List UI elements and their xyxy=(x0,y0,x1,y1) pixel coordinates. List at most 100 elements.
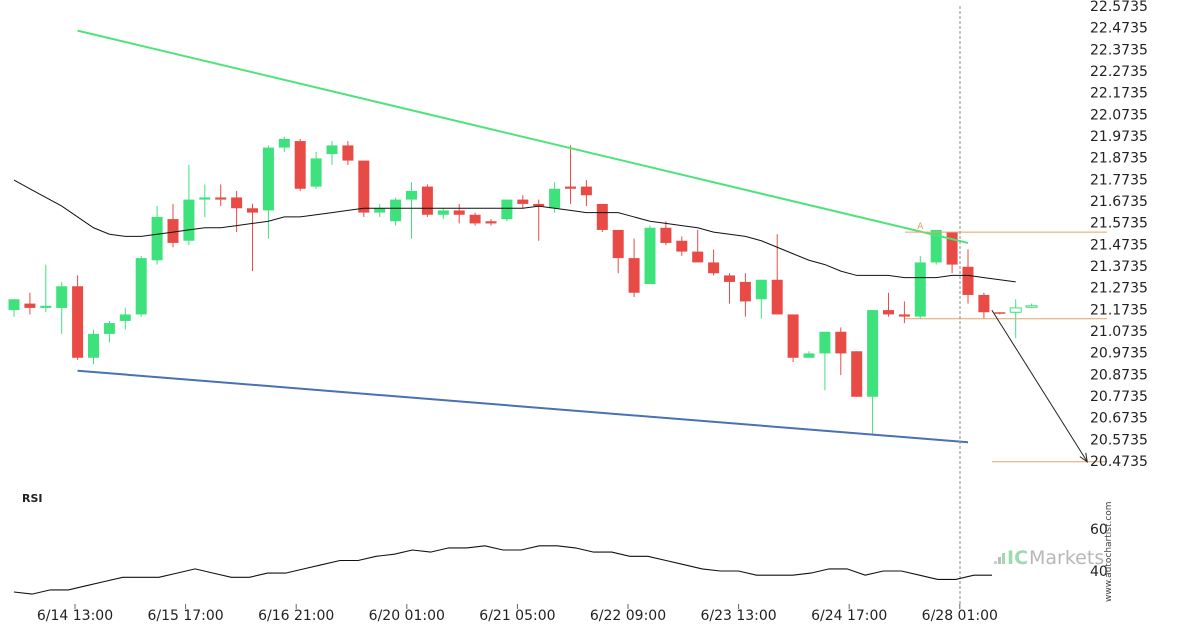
candle xyxy=(501,199,513,222)
y-tick-label: 20.5735 xyxy=(1090,432,1148,448)
candle-body xyxy=(565,186,576,189)
candle-body xyxy=(596,203,608,230)
candle xyxy=(596,203,608,233)
candle-body xyxy=(930,229,942,263)
candle xyxy=(724,273,735,304)
candle xyxy=(803,351,815,358)
candle xyxy=(692,229,704,263)
candle-body xyxy=(739,281,751,302)
forecast-arrow xyxy=(991,309,1088,463)
indicator-lines xyxy=(13,29,1016,444)
candle xyxy=(167,203,179,248)
candle-body xyxy=(771,279,783,315)
brand-logo: IC Markets xyxy=(994,547,1104,569)
candle-body xyxy=(660,227,672,243)
y-tick-label: 20.4735 xyxy=(1090,454,1148,470)
candle-body xyxy=(215,197,227,200)
candle xyxy=(787,314,799,363)
candle-body xyxy=(8,299,20,311)
support-trendline xyxy=(77,369,969,444)
candle-body xyxy=(1009,307,1022,313)
candle-body xyxy=(485,221,497,224)
candle-body xyxy=(262,147,274,211)
time-axis: 6/14 13:00 6/15 17:00 6/16 21:00 6/20 01:00… xyxy=(37,604,998,624)
candle xyxy=(517,195,529,209)
y-tick-label: 21.4735 xyxy=(1090,237,1148,253)
candle-body xyxy=(294,141,306,189)
brand-markets: Markets xyxy=(1029,547,1104,569)
candle-body xyxy=(612,229,624,259)
candle xyxy=(119,307,131,330)
candle xyxy=(215,184,227,207)
candle-body xyxy=(326,145,338,155)
candle xyxy=(485,219,497,226)
y-tick-label: 22.0735 xyxy=(1090,107,1148,123)
y-tick-label: 21.1735 xyxy=(1090,302,1148,318)
candle-body xyxy=(358,160,370,213)
candle xyxy=(374,203,386,217)
rsi-tick-label: 60 xyxy=(1090,522,1108,538)
forecast-arrow-head xyxy=(1079,452,1088,463)
candle xyxy=(262,145,274,239)
candle-body xyxy=(533,203,545,207)
candle xyxy=(72,275,84,360)
candle-body xyxy=(437,210,449,215)
candle xyxy=(962,249,974,304)
candle-body xyxy=(628,258,640,293)
candle-body xyxy=(898,314,910,317)
x-tick-label: 6/22 09:00 xyxy=(590,608,666,624)
y-tick-label: 20.8735 xyxy=(1090,367,1148,383)
candle xyxy=(708,249,720,276)
y-tick-label: 21.7735 xyxy=(1090,172,1148,188)
candle-body xyxy=(40,305,52,308)
candle-body xyxy=(883,310,894,315)
candles-layer xyxy=(8,136,1038,434)
candle-body xyxy=(1025,305,1038,308)
candle-body xyxy=(88,333,99,358)
y-tick-label: 20.6735 xyxy=(1090,411,1148,427)
x-tick-label: 6/14 13:00 xyxy=(37,608,113,624)
resistance-trendline xyxy=(77,29,969,244)
candle-body xyxy=(787,314,799,358)
candle xyxy=(1025,303,1038,308)
candle xyxy=(851,351,863,397)
brand-icon xyxy=(994,553,1005,564)
candle-body xyxy=(151,216,163,261)
y-tick-label: 20.7735 xyxy=(1090,389,1148,405)
candle xyxy=(612,229,624,274)
candle xyxy=(8,299,20,317)
candle xyxy=(978,292,990,319)
candle xyxy=(628,238,640,298)
candle-body xyxy=(517,199,529,204)
x-tick-label: 6/28 01:00 xyxy=(922,608,998,624)
candle-body xyxy=(946,232,958,265)
candle-body xyxy=(978,294,990,313)
candle-body xyxy=(962,266,974,295)
candle xyxy=(88,329,99,365)
candle xyxy=(469,212,481,226)
rsi-label: RSI xyxy=(22,492,43,505)
candle-body xyxy=(644,227,656,285)
candle-body xyxy=(692,251,704,263)
y-tick-label: 21.5735 xyxy=(1090,216,1148,232)
candle-body xyxy=(199,197,211,200)
candle xyxy=(326,141,338,165)
x-tick-label: 6/20 01:00 xyxy=(369,608,445,624)
y-tick-label: 20.9735 xyxy=(1090,346,1148,362)
watermark-text: www.autochartist.com xyxy=(1104,501,1114,602)
candle xyxy=(549,182,561,213)
y-tick-label: 22.3735 xyxy=(1090,42,1148,58)
candle-body xyxy=(135,258,147,315)
candle xyxy=(565,145,576,204)
candle-body xyxy=(708,262,720,274)
y-tick-label: 21.3735 xyxy=(1090,259,1148,275)
candle-body xyxy=(342,145,354,161)
candle xyxy=(644,225,656,285)
y-tick-label: 22.1735 xyxy=(1090,86,1148,102)
rsi-line xyxy=(13,545,992,595)
rsi-panel: RSI 60 40 xyxy=(13,492,1108,595)
candle xyxy=(819,331,831,391)
candle xyxy=(151,206,163,265)
candle xyxy=(453,203,465,224)
level-marker-label: A xyxy=(917,222,924,232)
